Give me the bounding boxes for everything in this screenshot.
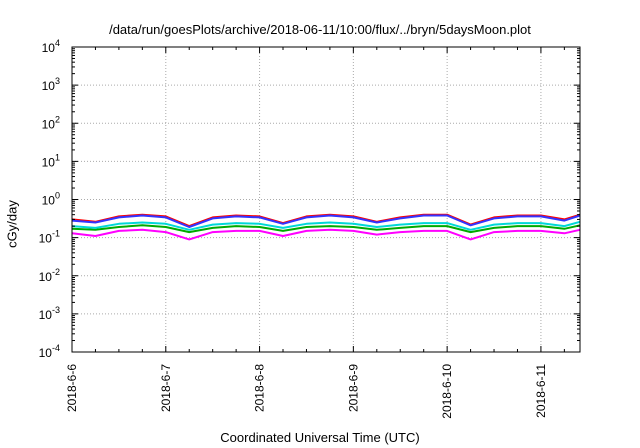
tick-layer: 10-4 10-3 10-2 10-1 100 101 102 103 104 2018-6-6 2… xyxy=(39,38,580,419)
series-line-0 xyxy=(71,228,581,241)
x-tick-label: 2018-6-10 xyxy=(440,364,454,419)
x-tick-label: 2018-6-8 xyxy=(253,364,267,412)
x-tick-label: 2018-6-9 xyxy=(346,364,360,412)
series-line-1 xyxy=(71,224,581,234)
y-tick-label: 104 xyxy=(42,38,60,55)
series-line-4 xyxy=(71,214,581,228)
y-tick-label: 102 xyxy=(42,114,60,131)
series-line-2 xyxy=(71,220,581,231)
y-tick-label: 103 xyxy=(42,76,60,93)
x-tick-label: 2018-6-7 xyxy=(159,364,173,412)
y-tick-label: 100 xyxy=(42,191,60,208)
y-tick-label: 101 xyxy=(42,152,60,169)
y-tick-label: 10-4 xyxy=(39,343,60,360)
x-axis-label: Coordinated Universal Time (UTC) xyxy=(220,430,420,445)
y-tick-label: 10-2 xyxy=(39,267,60,284)
y-tick-label: 10-1 xyxy=(39,229,60,246)
chart-title: /data/run/goesPlots/archive/2018-06-11/1… xyxy=(109,22,531,37)
x-tick-label: 2018-6-11 xyxy=(534,364,548,418)
y-tick-label: 10-3 xyxy=(39,305,60,322)
grid-layer xyxy=(72,47,580,352)
y-axis-label: cGy/day xyxy=(4,200,20,248)
series-layer xyxy=(71,213,581,241)
x-tick-label: 2018-6-6 xyxy=(65,364,79,412)
plot-frame xyxy=(71,46,581,353)
